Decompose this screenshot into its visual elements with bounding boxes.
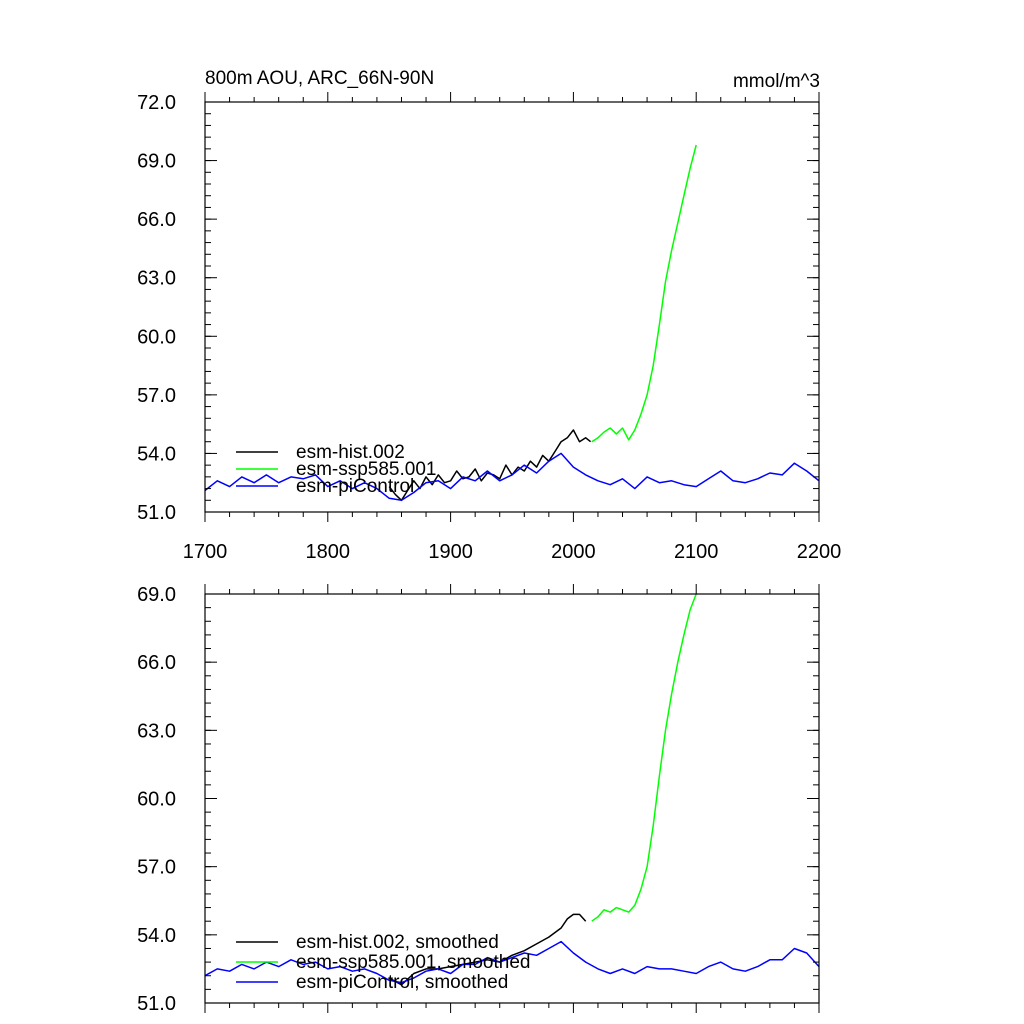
top-xtick-label: 1700 — [183, 541, 228, 563]
top-legend-label-hist: esm-hist.002 — [296, 442, 405, 463]
top-xtick-label: 2200 — [797, 541, 842, 563]
bottom-axis-ticks: 51.0 54.0 57.0 60.0 63.0 66.0 69.0 — [137, 584, 820, 1015]
bottom-series-control-line — [204, 940, 820, 984]
top-ytick-label: 69.0 — [137, 151, 176, 173]
top-xtick-label: 2100 — [674, 541, 719, 563]
top-axis-ticks: 51.0 54.0 57.0 60.0 63.0 66.0 69.0 72.0 1700 1800… — [137, 92, 841, 563]
top-xtick-label: 2000 — [551, 541, 596, 563]
bottom-ytick-label: 51.0 — [137, 993, 176, 1015]
top-xtick-label: 1800 — [306, 541, 351, 563]
top-xtick-label: 1900 — [428, 541, 473, 563]
bottom-ytick-label: 66.0 — [137, 652, 176, 674]
top-legend-label-ssp: esm-ssp585.001 — [296, 459, 436, 480]
top-ytick-label: 54.0 — [137, 443, 176, 465]
top-series-group — [204, 144, 820, 502]
top-plot-frame — [204, 101, 820, 513]
bottom-ytick-label: 60.0 — [137, 789, 176, 811]
bottom-series-group — [204, 593, 820, 986]
panel-bottom: 51.0 54.0 57.0 60.0 63.0 66.0 69.0 esm-hist.00… — [137, 584, 820, 1015]
bottom-series-ssp-line — [591, 593, 697, 922]
bottom-ytick-label: 63.0 — [137, 720, 176, 742]
bottom-ytick-label: 57.0 — [137, 857, 176, 879]
top-series-ssp-line — [591, 144, 697, 443]
bottom-ytick-label: 54.0 — [137, 925, 176, 947]
chart-title: 800m AOU, ARC_66N-90N — [205, 68, 434, 89]
top-ytick-label: 57.0 — [137, 385, 176, 407]
top-ytick-label: 72.0 — [137, 92, 176, 114]
top-ytick-label: 66.0 — [137, 209, 176, 231]
units-label: mmol/m^3 — [733, 71, 820, 92]
top-ytick-label: 63.0 — [137, 268, 176, 290]
bottom-legend-label-hist: esm-hist.002, smoothed — [296, 932, 499, 953]
top-series-control-line — [204, 452, 820, 502]
bottom-legend-label-ssp: esm-ssp585.001, smoothed — [296, 952, 530, 973]
panel-top: 800m AOU, ARC_66N-90N mmol/m^3 51.054.05… — [137, 68, 841, 563]
bottom-legend-label-control: esm-piControl, smoothed — [296, 972, 508, 993]
bottom-ytick-label: 69.0 — [137, 584, 176, 606]
top-ytick-label: 60.0 — [137, 326, 176, 348]
top-ytick-label: 51.0 — [137, 502, 176, 524]
top-legend-label-control: esm-piControl — [296, 476, 414, 497]
